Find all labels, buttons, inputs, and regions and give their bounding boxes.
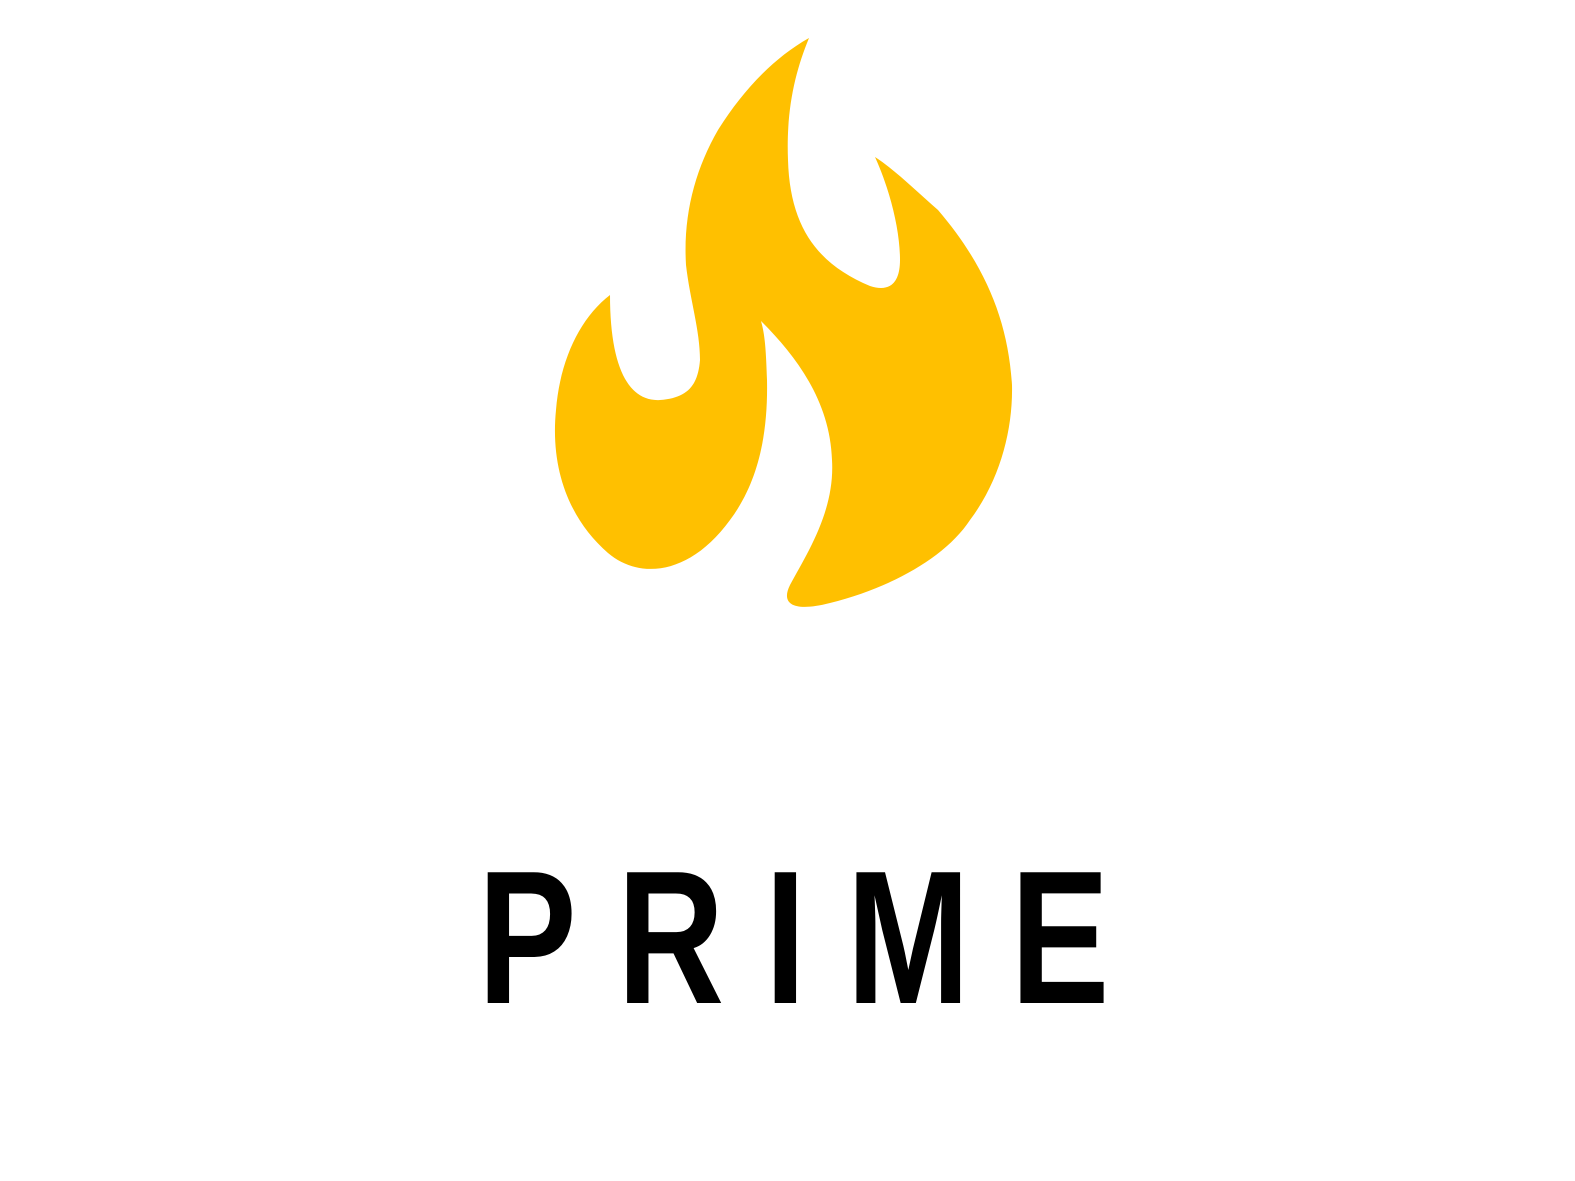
flame-icon bbox=[554, 38, 1013, 607]
flame-shape bbox=[554, 38, 1013, 607]
wordmark: PRIME bbox=[0, 843, 1575, 1033]
brand-name: PRIME bbox=[477, 832, 1150, 1044]
